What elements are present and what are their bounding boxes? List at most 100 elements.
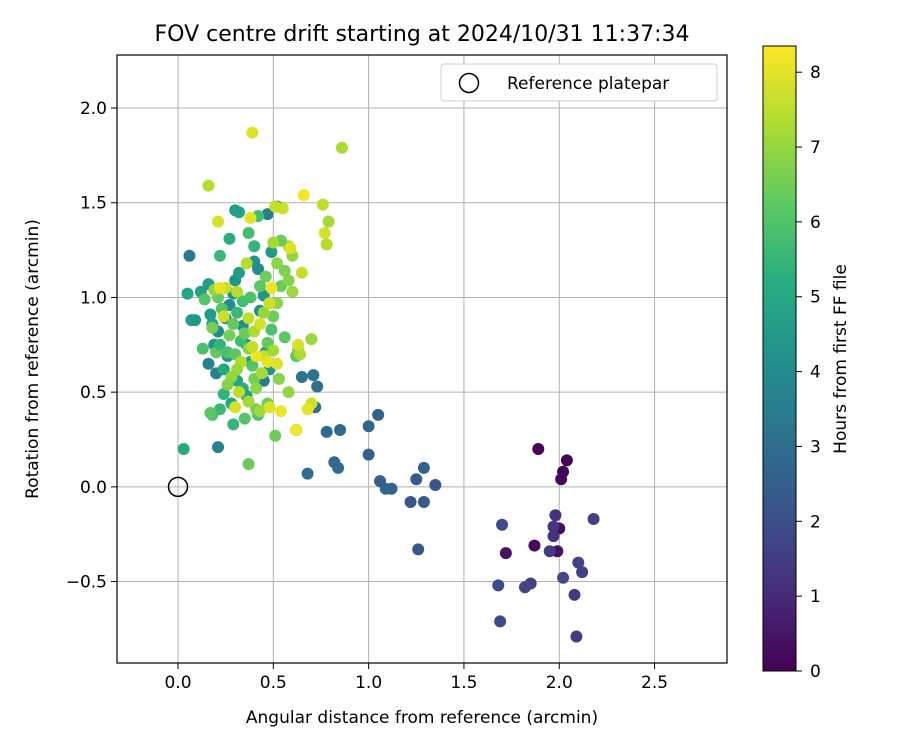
colorbar-ticks: 0 1 2 3 4 5 6 7 8 (796, 63, 821, 682)
data-point (217, 363, 230, 376)
data-point (278, 264, 291, 277)
data-point (267, 344, 280, 357)
data-point (255, 367, 268, 380)
data-point (549, 509, 562, 522)
data-point (532, 442, 545, 455)
data-point (246, 340, 259, 353)
data-point (246, 359, 259, 372)
data-point (273, 372, 286, 385)
data-point (227, 418, 240, 431)
data-point (217, 310, 230, 323)
data-point (374, 475, 387, 488)
x-tick-label: 1.0 (355, 673, 382, 693)
data-point (227, 317, 240, 330)
data-point (261, 208, 274, 221)
data-point (265, 323, 278, 336)
data-point (202, 357, 215, 370)
data-point (274, 405, 287, 418)
y-tick-label: 1.5 (80, 194, 107, 214)
data-point (236, 295, 249, 308)
colorbar-tick-label: 4 (810, 363, 821, 383)
colorbar-gradient (762, 45, 797, 672)
data-point (267, 310, 280, 323)
data-point (278, 331, 291, 344)
data-point (248, 240, 261, 253)
data-point (410, 473, 423, 486)
data-point (307, 369, 320, 382)
legend: Reference platepar (440, 63, 718, 102)
data-point (496, 518, 509, 531)
data-point (557, 571, 570, 584)
data-point (233, 266, 245, 279)
data-point (204, 406, 217, 419)
data-point (295, 370, 308, 383)
colorbar-tick-label: 1 (810, 587, 821, 607)
reference-marker (167, 476, 189, 498)
data-point (204, 308, 217, 321)
x-tick-label: 0.5 (260, 673, 287, 693)
data-point (290, 424, 303, 437)
data-point (568, 588, 581, 601)
y-tick-label: −0.5 (66, 573, 107, 593)
data-point (560, 454, 573, 467)
x-tick-label: 0.0 (164, 673, 191, 693)
data-point (499, 547, 512, 560)
data-point (492, 579, 505, 592)
data-point (238, 412, 251, 425)
data-point (547, 530, 560, 543)
x-tick-label: 2.0 (546, 673, 573, 693)
data-point (229, 401, 242, 414)
data-point (223, 232, 236, 245)
data-point (206, 321, 219, 334)
data-point (213, 249, 226, 262)
data-point (177, 442, 190, 455)
data-point (259, 270, 272, 283)
data-point (231, 285, 244, 298)
data-point (301, 403, 314, 416)
data-point (286, 285, 299, 298)
data-point (429, 478, 442, 491)
data-point (547, 520, 560, 533)
data-point (292, 338, 305, 351)
data-point (250, 350, 263, 363)
data-point (587, 513, 600, 526)
y-axis-ticks: −0.5 0.0 0.5 1.0 1.5 2.0 (66, 99, 117, 593)
data-point (233, 386, 245, 399)
colorbar-tick-label: 0 (810, 662, 821, 682)
data-point (297, 189, 310, 202)
data-point (242, 458, 255, 471)
data-point (212, 215, 225, 228)
colorbar-label: Hours from first FF file (831, 264, 851, 454)
data-point (322, 215, 335, 228)
y-axis-label: Rotation from reference (arcmin) (23, 219, 43, 499)
data-point (253, 280, 266, 293)
data-point (332, 461, 345, 474)
data-point (412, 543, 425, 556)
data-point (223, 329, 236, 342)
colorbar-tick-label: 8 (810, 63, 821, 83)
data-point (242, 312, 255, 325)
data-point (576, 566, 589, 579)
plot-frame (116, 54, 728, 664)
data-point (335, 141, 348, 154)
data-point (263, 297, 276, 310)
data-point (282, 274, 295, 287)
data-point (269, 429, 282, 442)
y-tick-label: 1.0 (80, 288, 107, 308)
x-axis-ticks: 0.0 0.5 1.0 1.5 2.0 2.5 (164, 663, 668, 693)
data-point (213, 281, 226, 294)
data-point (318, 227, 331, 240)
data-point (320, 238, 333, 251)
data-point (242, 395, 255, 408)
data-point (242, 227, 255, 240)
x-tick-label: 1.5 (450, 673, 477, 693)
data-point (271, 257, 284, 270)
data-point (250, 382, 263, 395)
data-point (294, 348, 306, 361)
data-point (244, 211, 257, 224)
data-point (269, 200, 282, 213)
data-point (543, 545, 556, 558)
data-point (265, 245, 278, 258)
data-point (198, 293, 211, 306)
